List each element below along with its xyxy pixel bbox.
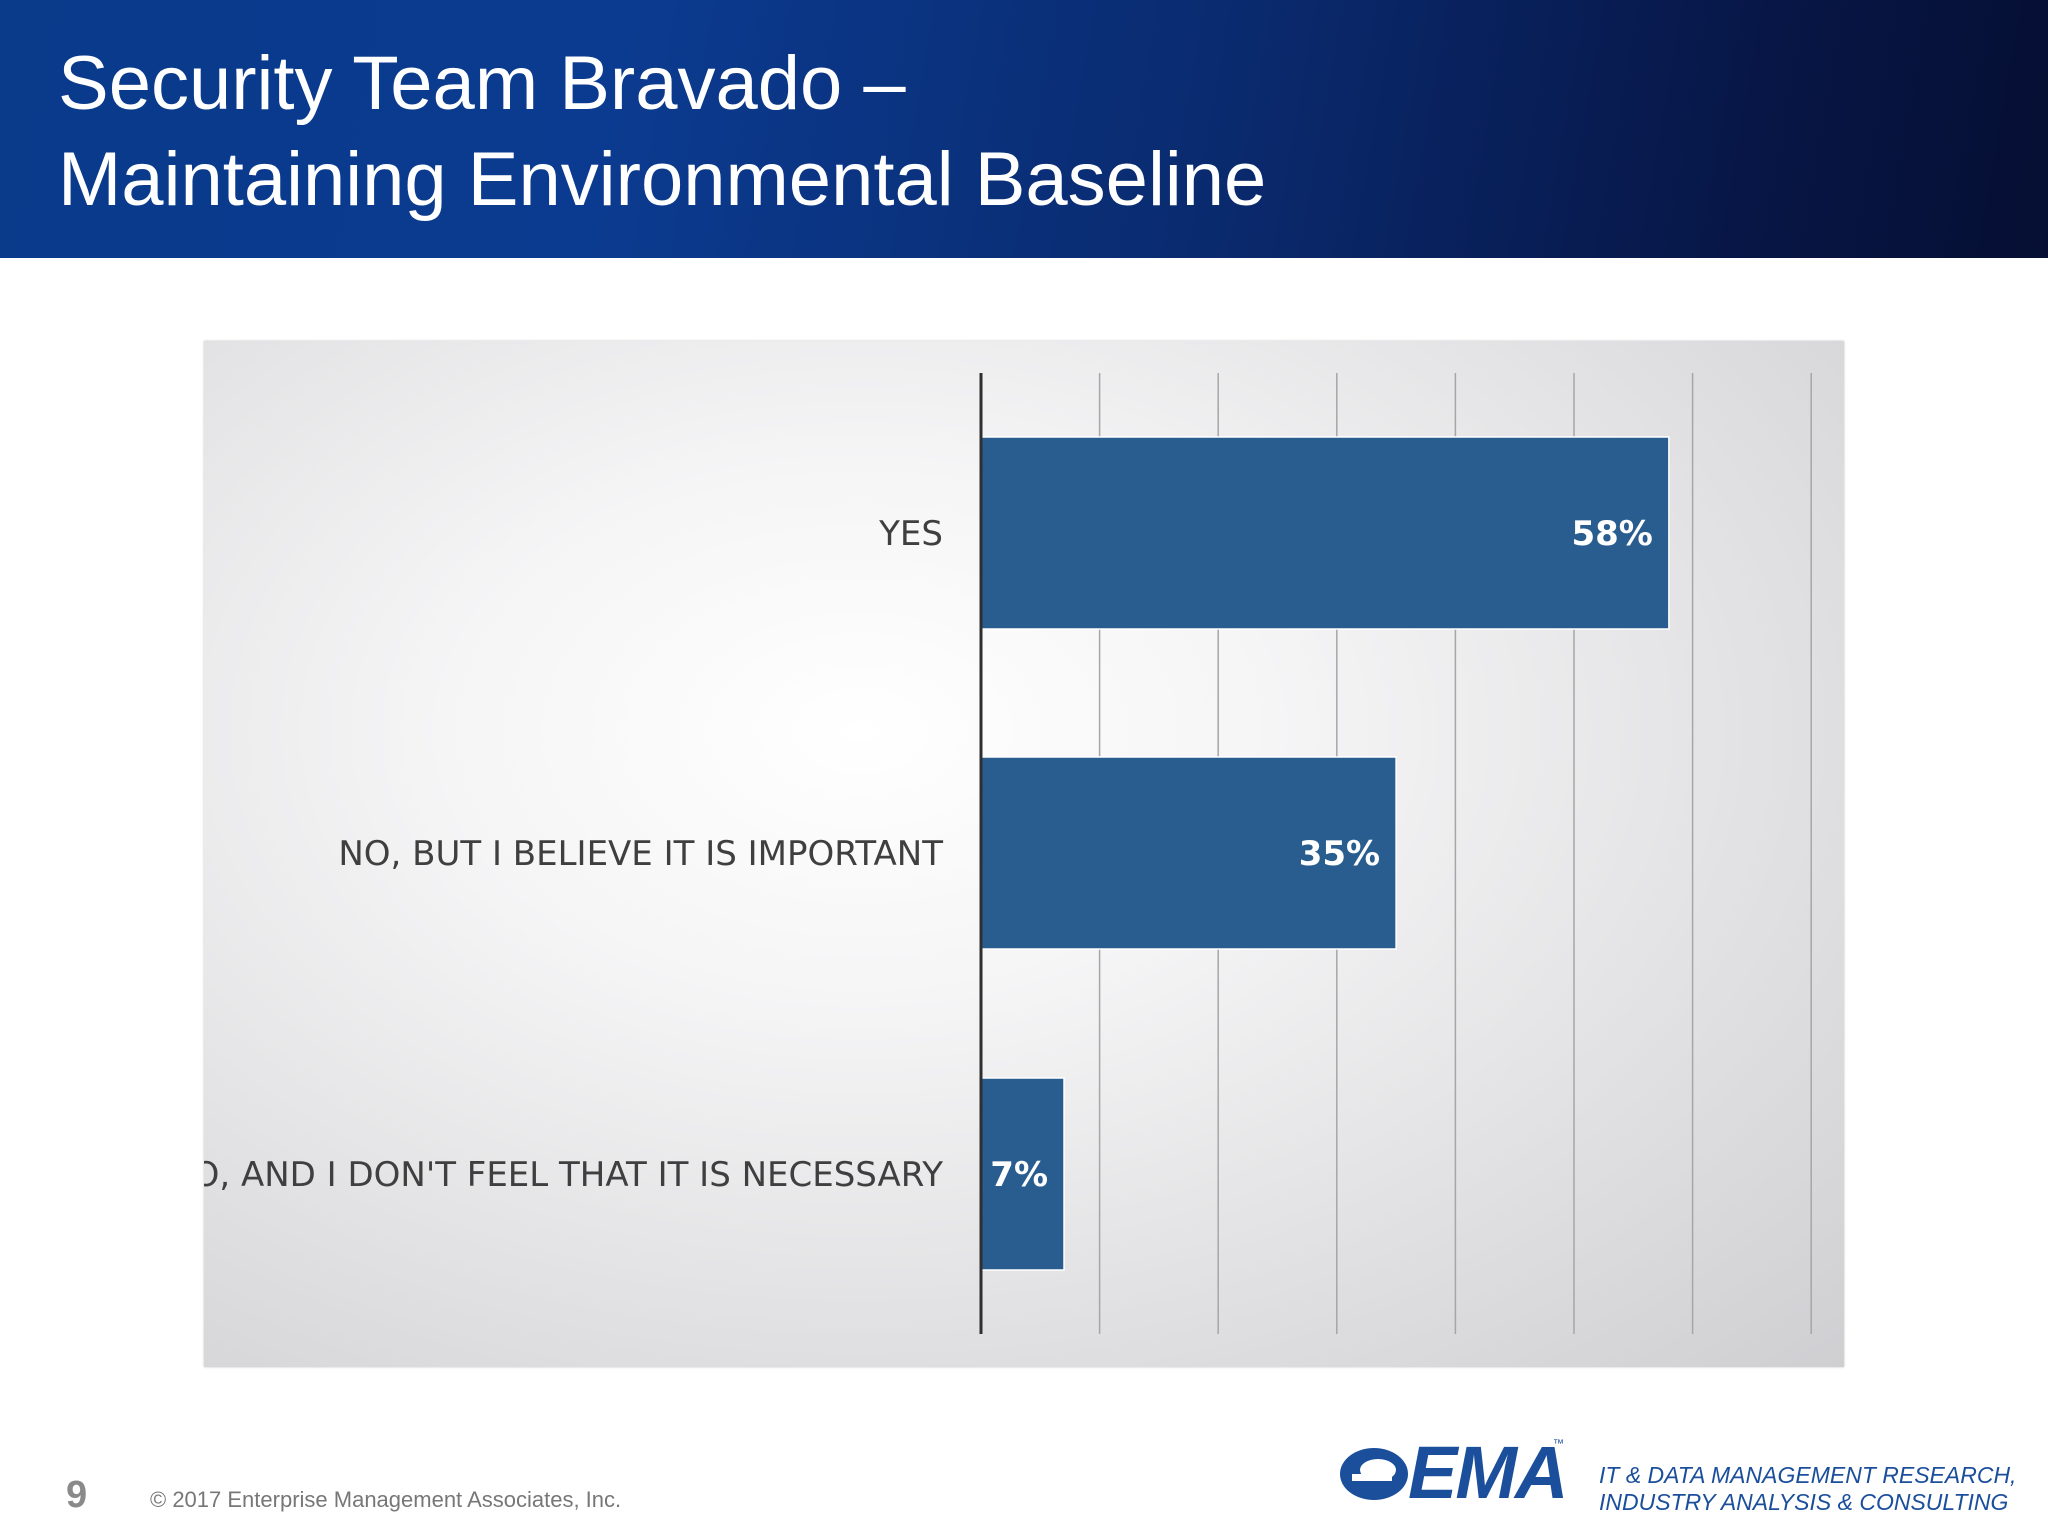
bar-chart: 58% YES 35% NO, BUT I BELIEVE IT IS IMPORTA…	[204, 373, 1812, 1334]
bar	[980, 1077, 1065, 1271]
bar	[980, 756, 1397, 950]
chart-panel: 58% YES 35% NO, BUT I BELIEVE IT IS IMPORTA…	[204, 341, 1844, 1367]
bar	[980, 436, 1670, 630]
logo-text: EMA	[1408, 1431, 1568, 1514]
brand-tagline-line-2: INDUSTRY ANALYSIS & CONSULTING	[1599, 1489, 2009, 1515]
data-label: 7%	[990, 1155, 1048, 1195]
slide-header: Security Team Bravado – Maintaining Envi…	[0, 0, 2048, 258]
slide-title-line-2: Maintaining Environmental Baseline	[58, 137, 1267, 222]
data-label: 58%	[1571, 514, 1652, 554]
brand-tagline-line-1: IT & DATA MANAGEMENT RESEARCH,	[1599, 1462, 2017, 1488]
slide-title-line-1: Security Team Bravado –	[58, 41, 906, 126]
category-label: NO, BUT I BELIEVE IT IS IMPORTANT	[338, 834, 943, 874]
ema-swoosh-icon	[1340, 1448, 1408, 1500]
category-label: YES	[878, 514, 943, 554]
page-number: 9	[66, 1474, 88, 1516]
logo-trademark: ™	[1553, 1438, 1564, 1450]
ema-logo: EMA ™	[1334, 1431, 1568, 1516]
category-label: NO, AND I DON'T FEEL THAT IT IS NECESSAR…	[204, 1155, 943, 1195]
copyright-notice: © 2017 Enterprise Management Associates,…	[150, 1487, 622, 1512]
data-label: 35%	[1299, 834, 1380, 874]
